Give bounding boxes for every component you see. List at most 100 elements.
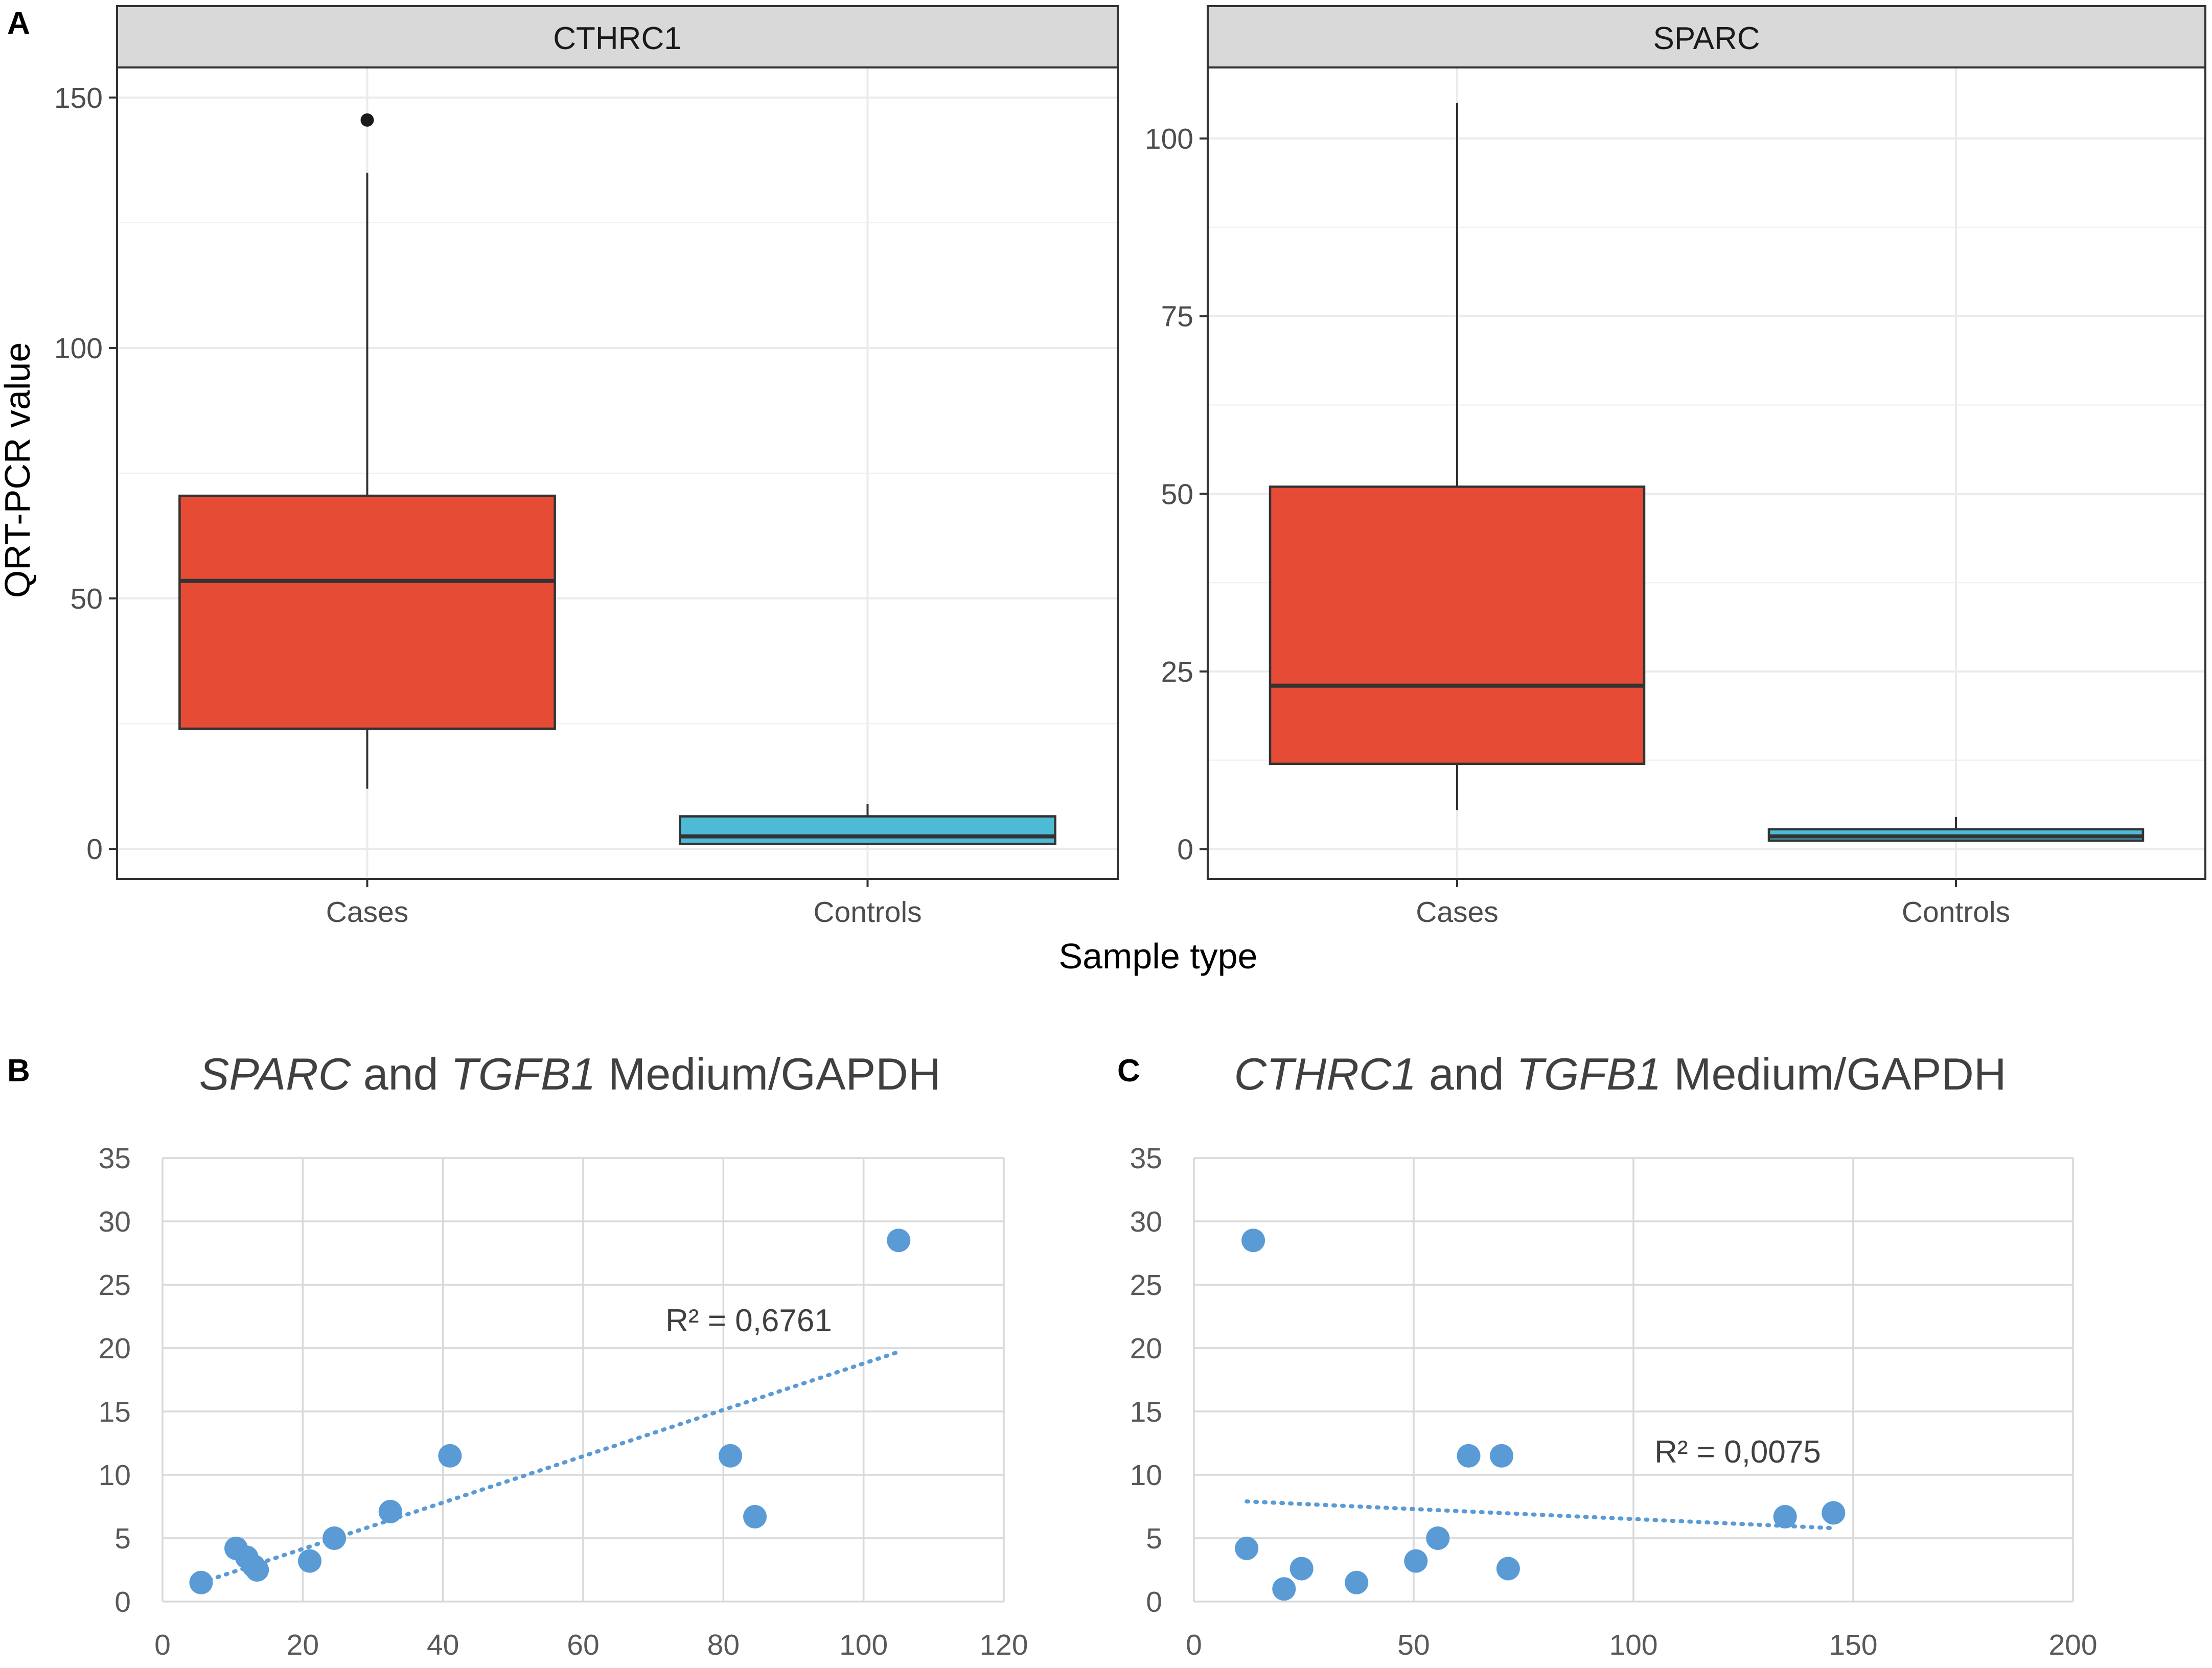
data-point <box>1426 1526 1450 1550</box>
title-and: and <box>351 1049 451 1099</box>
gridlines <box>1193 1157 2074 1603</box>
trendline <box>1245 1499 1833 1531</box>
boxplot-facet-sparc: SPARC 0 25 50 75 100 Cases Controls <box>1145 5 2206 929</box>
data-point <box>1235 1536 1259 1560</box>
data-point <box>719 1444 743 1468</box>
y-tick-label: 30 <box>99 1206 131 1238</box>
data-point <box>1289 1557 1314 1581</box>
title-gene1: CTHRC1 <box>1234 1049 1416 1099</box>
x-tick-label: 60 <box>567 1629 599 1661</box>
x-tick-label: Cases <box>1416 896 1499 929</box>
x-tick-label: 0 <box>154 1629 171 1661</box>
axis-ticks: 0 25 50 75 100 Cases Controls <box>1145 123 2010 929</box>
title-and: and <box>1416 1049 1516 1099</box>
x-tick-label: 120 <box>979 1629 1028 1661</box>
y-tick-label: 15 <box>99 1396 131 1428</box>
y-tick-label: 0 <box>1146 1586 1162 1618</box>
y-axis-title: QRT-PCR value <box>0 342 37 598</box>
data-point <box>245 1558 269 1582</box>
y-tick-label: 50 <box>1161 478 1193 511</box>
y-tick-label: 75 <box>1161 300 1193 333</box>
plot-panel-border <box>116 66 1119 880</box>
y-tick-label: 10 <box>99 1459 131 1492</box>
y-tick-label: 20 <box>1130 1332 1162 1365</box>
outlier-point-cases <box>360 113 374 127</box>
facet-strip-cthrc1 <box>116 5 1119 68</box>
data-point <box>438 1444 462 1468</box>
x-tick-label: 100 <box>1609 1629 1657 1661</box>
data-point <box>1272 1577 1296 1601</box>
data-point <box>322 1526 347 1550</box>
chart-title: SPARC and TGFB1 Medium/GAPDH <box>199 1049 941 1099</box>
axis-ticks: 0 50 100 150 Cases Controls <box>54 82 922 929</box>
trendline-group <box>199 1350 901 1585</box>
data-point <box>1457 1444 1481 1468</box>
y-tick-label: 100 <box>54 332 103 365</box>
x-tick-label: 40 <box>427 1629 459 1661</box>
scatter-points <box>1235 1229 1846 1601</box>
x-axis-title: Sample type <box>1058 936 1257 976</box>
y-tick-label: 35 <box>1130 1142 1162 1175</box>
title-rest: Medium/GAPDH <box>1662 1049 2007 1099</box>
trendline-group <box>1245 1499 1833 1531</box>
data-point <box>1490 1444 1513 1468</box>
x-tick-label: 100 <box>839 1629 888 1661</box>
y-tick-label: 10 <box>1130 1459 1162 1492</box>
r-squared-label: R² = 0,6761 <box>665 1303 832 1338</box>
y-tick-label: 25 <box>1161 656 1193 688</box>
x-tick-label: 50 <box>1397 1629 1430 1661</box>
data-point <box>1822 1501 1846 1525</box>
x-tick-label: 200 <box>2048 1629 2097 1661</box>
x-tick-label: Controls <box>813 896 921 929</box>
facet-label-cthrc1: CTHRC1 <box>553 21 681 56</box>
y-tick-label: 0 <box>1177 833 1193 866</box>
axis-ticks: 0 5 10 15 20 25 30 35 0 20 40 60 80 100 120 <box>99 1142 1028 1661</box>
box-controls <box>679 815 1056 845</box>
y-tick-label: 25 <box>1130 1269 1162 1302</box>
data-point <box>1496 1557 1520 1581</box>
panel-letter-c: C <box>1117 1053 1140 1088</box>
y-tick-label: 20 <box>99 1332 131 1365</box>
y-tick-label: 15 <box>1130 1396 1162 1428</box>
r-squared-label: R² = 0,0075 <box>1654 1434 1821 1470</box>
y-tick-label: 30 <box>1130 1206 1162 1238</box>
data-point <box>1773 1504 1797 1528</box>
facet-label-sparc: SPARC <box>1653 21 1760 56</box>
x-tick-label: 20 <box>287 1629 319 1661</box>
scatter-chart-cthrc1: CTHRC1 and TGFB1 Medium/GAPDH 0 5 10 15 20 25… <box>1130 1049 2098 1661</box>
y-tick-label: 35 <box>99 1142 131 1175</box>
y-tick-label: 25 <box>99 1269 131 1302</box>
y-tick-label: 0 <box>86 833 103 866</box>
x-tick-label: 80 <box>707 1629 740 1661</box>
gridlines <box>162 1157 1005 1603</box>
scatter-points <box>189 1229 911 1594</box>
chart-title: CTHRC1 and TGFB1 Medium/GAPDH <box>1234 1049 2006 1099</box>
y-tick-label: 150 <box>54 82 103 114</box>
data-point <box>378 1499 402 1523</box>
x-tick-label: Controls <box>1902 896 2010 929</box>
data-point <box>887 1229 911 1253</box>
title-gene1: SPARC <box>199 1049 352 1099</box>
facet-strip-sparc <box>1207 5 2206 68</box>
y-tick-label: 0 <box>114 1586 131 1618</box>
plot-panel-border <box>1207 66 2206 880</box>
data-point <box>189 1570 213 1594</box>
title-gene2: TGFB1 <box>1516 1049 1662 1099</box>
boxplot-facet-cthrc1: CTHRC1 0 50 100 150 Cases Controls <box>54 5 1119 929</box>
box-cases <box>178 494 556 730</box>
data-point <box>1404 1549 1428 1573</box>
y-tick-label: 50 <box>71 583 103 615</box>
gridlines <box>117 67 1118 879</box>
y-tick-label: 5 <box>1146 1522 1162 1555</box>
data-point <box>1345 1570 1369 1594</box>
axis-ticks: 0 5 10 15 20 25 30 35 0 50 100 150 200 <box>1130 1142 2098 1661</box>
panel-letter-a: A <box>7 6 30 41</box>
data-point <box>1241 1229 1265 1253</box>
data-point <box>298 1549 322 1573</box>
y-tick-label: 100 <box>1145 123 1193 155</box>
trendline <box>199 1350 901 1585</box>
x-tick-label: 150 <box>1829 1629 1877 1661</box>
data-point <box>743 1504 767 1528</box>
box-marks <box>178 113 1056 845</box>
